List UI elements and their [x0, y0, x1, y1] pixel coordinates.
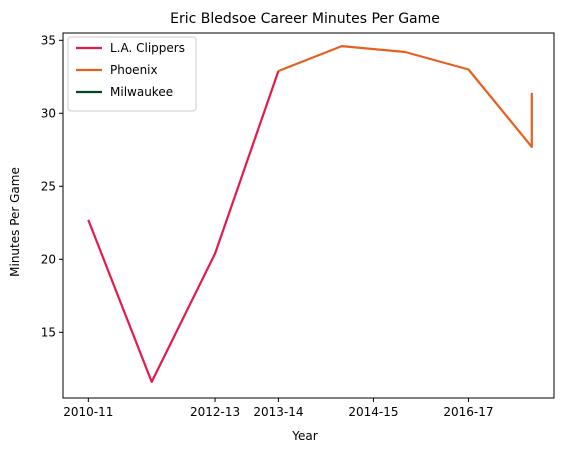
series-line-0 [87, 70, 280, 383]
x-tick-label-1: 2012-13 [190, 405, 240, 419]
axes-frame [62, 32, 555, 399]
y-tick-label-1: 20 [41, 252, 56, 266]
x-tick-label-3: 2014-15 [348, 405, 398, 419]
series-line-1 [277, 44, 533, 148]
legend: L.A. Clippers Phoenix Milwaukee [67, 36, 197, 112]
x-axis-label: Year [291, 429, 317, 443]
x-tick-label-0: 2010-11 [63, 405, 113, 419]
x-tick-label-2: 2013-14 [253, 405, 303, 419]
y-tick-label-3: 30 [41, 106, 56, 120]
y-axis-label: Minutes Per Game [8, 167, 22, 277]
legend-label-1: Phoenix [110, 63, 158, 77]
plot-area [87, 44, 533, 383]
x-tick-label-4: 2016-17 [443, 405, 493, 419]
legend-label-0: L.A. Clippers [110, 41, 185, 55]
chart-title: Eric Bledsoe Career Minutes Per Game [170, 11, 440, 27]
y-tick-label-0: 15 [41, 325, 56, 339]
y-tick-label-4: 35 [41, 33, 56, 47]
axes: 15 20 25 30 35 2010-11 2012-13 2013-14 2014-15 20… [41, 32, 555, 419]
legend-label-2: Milwaukee [110, 85, 173, 99]
y-tick-label-2: 25 [41, 179, 56, 193]
